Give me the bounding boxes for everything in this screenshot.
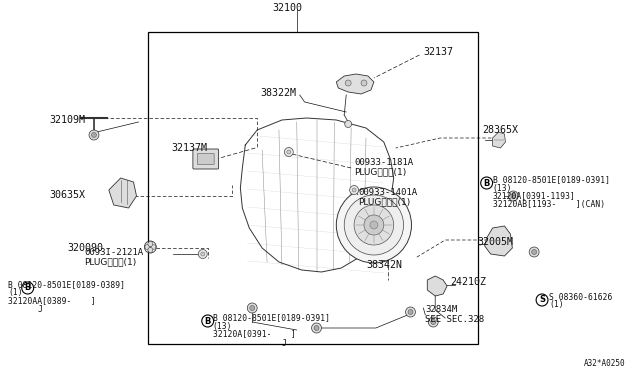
- Circle shape: [406, 307, 415, 317]
- Text: 32834M: 32834M: [426, 305, 458, 314]
- Circle shape: [428, 317, 438, 327]
- Text: 32120A[0391-    ]: 32120A[0391- ]: [212, 330, 296, 339]
- Circle shape: [408, 310, 413, 314]
- Circle shape: [511, 193, 516, 199]
- Circle shape: [431, 320, 436, 324]
- Circle shape: [349, 186, 358, 195]
- Text: (1): (1): [549, 301, 564, 310]
- Polygon shape: [336, 74, 374, 94]
- Circle shape: [364, 215, 384, 235]
- Text: (13): (13): [212, 321, 232, 330]
- Text: PLUGプラグ(1): PLUGプラグ(1): [358, 198, 410, 206]
- Text: (1): (1): [8, 289, 22, 298]
- Text: SEE SEC.328: SEE SEC.328: [426, 315, 484, 324]
- Text: 32109M: 32109M: [49, 115, 86, 125]
- Circle shape: [481, 177, 493, 189]
- Circle shape: [247, 303, 257, 313]
- Circle shape: [540, 298, 545, 302]
- Text: 00933-1181A: 00933-1181A: [354, 157, 413, 167]
- Text: 38322M: 38322M: [260, 88, 296, 98]
- Polygon shape: [109, 178, 136, 208]
- Polygon shape: [428, 276, 447, 296]
- FancyBboxPatch shape: [193, 149, 219, 169]
- Circle shape: [151, 244, 156, 250]
- Text: 32137M: 32137M: [171, 143, 207, 153]
- Circle shape: [536, 294, 548, 306]
- Circle shape: [508, 191, 518, 201]
- FancyBboxPatch shape: [197, 154, 214, 164]
- Text: B: B: [205, 317, 211, 326]
- Text: J: J: [38, 305, 42, 314]
- Text: 0093I-2121A: 0093I-2121A: [84, 247, 143, 257]
- Text: (13): (13): [493, 183, 512, 192]
- Circle shape: [532, 250, 536, 254]
- Text: 30635X: 30635X: [49, 190, 86, 200]
- Text: S 08360-61626: S 08360-61626: [549, 292, 612, 301]
- Text: 32120A[0391-1193]: 32120A[0391-1193]: [493, 192, 575, 201]
- Circle shape: [202, 315, 214, 327]
- Circle shape: [529, 247, 539, 257]
- Text: 32100: 32100: [272, 3, 302, 13]
- Circle shape: [345, 121, 351, 128]
- Text: 32120AB[1193-    ](CAN): 32120AB[1193- ](CAN): [493, 199, 605, 208]
- Circle shape: [537, 295, 547, 305]
- Text: B: B: [483, 179, 490, 187]
- Circle shape: [312, 323, 321, 333]
- Circle shape: [22, 282, 34, 294]
- Circle shape: [361, 80, 367, 86]
- Circle shape: [314, 326, 319, 330]
- Text: J: J: [282, 340, 287, 349]
- Text: 38342N: 38342N: [366, 260, 402, 270]
- Text: PLUGプラグ(1): PLUGプラグ(1): [354, 167, 406, 176]
- Text: 24210Z: 24210Z: [450, 277, 486, 287]
- Text: A32*A0250: A32*A0250: [584, 359, 625, 369]
- Circle shape: [145, 244, 150, 250]
- Circle shape: [284, 148, 293, 157]
- Text: B: B: [24, 283, 31, 292]
- Text: B 08120-8501E[0189-0391]: B 08120-8501E[0189-0391]: [212, 314, 330, 323]
- Circle shape: [198, 250, 207, 259]
- Bar: [148, 32, 477, 344]
- Circle shape: [287, 150, 291, 154]
- Circle shape: [370, 221, 378, 229]
- Text: S: S: [539, 295, 545, 305]
- Circle shape: [148, 241, 153, 247]
- Text: 320090: 320090: [67, 243, 103, 253]
- Text: 28365X: 28365X: [483, 125, 518, 135]
- Polygon shape: [493, 132, 506, 148]
- Text: B 08120-8501E[0189-0391]: B 08120-8501E[0189-0391]: [493, 176, 609, 185]
- Text: 32120AA[0389-    ]: 32120AA[0389- ]: [8, 296, 95, 305]
- Circle shape: [92, 132, 97, 138]
- Circle shape: [345, 80, 351, 86]
- Circle shape: [344, 195, 404, 255]
- Circle shape: [89, 130, 99, 140]
- Polygon shape: [484, 226, 513, 256]
- Circle shape: [250, 305, 255, 311]
- Circle shape: [148, 247, 153, 253]
- Circle shape: [352, 188, 356, 192]
- Circle shape: [201, 252, 205, 256]
- Text: B 08120-8501E[0189-0389]: B 08120-8501E[0189-0389]: [8, 280, 125, 289]
- Circle shape: [336, 187, 412, 263]
- Circle shape: [354, 205, 394, 245]
- Text: 00933-1401A: 00933-1401A: [358, 187, 417, 196]
- Text: 32137: 32137: [423, 47, 453, 57]
- Text: PLUGプラグ(1): PLUGプラグ(1): [84, 257, 136, 266]
- Text: 32005M: 32005M: [477, 237, 514, 247]
